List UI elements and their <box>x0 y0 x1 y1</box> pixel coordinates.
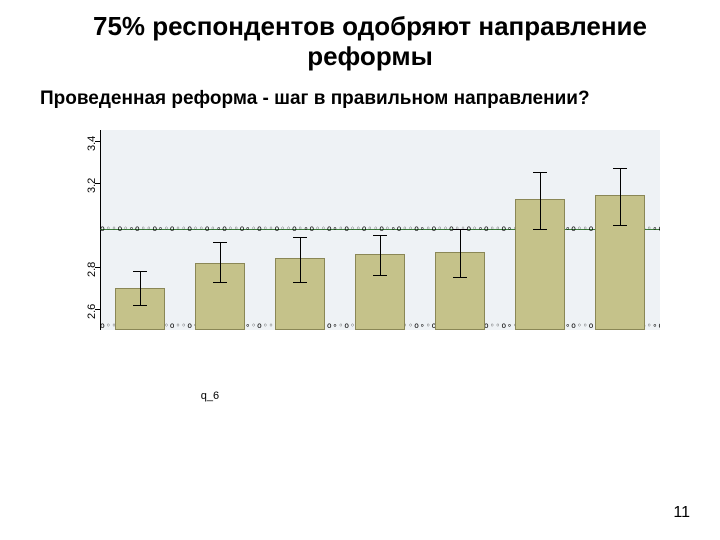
errorbar-cap <box>373 275 387 276</box>
slide: 75% респондентов одобряют направление ре… <box>0 0 720 540</box>
errorbar-cap <box>213 242 227 243</box>
errorbar-stem <box>380 235 381 275</box>
errorbar-stem <box>540 172 541 229</box>
errorbar-stem <box>460 229 461 277</box>
slide-title: 75% респондентов одобряют направление ре… <box>60 12 680 72</box>
errorbar-cap <box>533 229 547 230</box>
y-tick-label: 2.8 <box>86 262 98 277</box>
y-tick-label: 3.4 <box>86 135 98 150</box>
chart-panel: 2.62.83.23.4o◦◦o◦∘o◦◦o∘◦o◦◦o◦◦o◦∘o◦◦o∘◦o… <box>100 130 660 330</box>
chart-container: 2.6 2.8 3.2 3.4 o◦◦o◦∘o◦◦o∘◦o◦◦o◦◦o◦∘o◦◦o∘◦o… <box>40 120 680 420</box>
errorbar-cap <box>293 282 307 283</box>
errorbar-stem <box>220 242 221 282</box>
errorbar-stem <box>140 271 141 305</box>
errorbar-stem <box>620 168 621 225</box>
errorbar-cap <box>133 271 147 272</box>
errorbar-cap <box>613 168 627 169</box>
errorbar-cap <box>293 237 307 238</box>
slide-subtitle: Проведенная реформа - шаг в правильном н… <box>40 88 680 110</box>
y-tick-label: 2.6 <box>86 304 98 319</box>
errorbar-stem <box>300 237 301 281</box>
y-tick-label: 3.2 <box>86 177 98 192</box>
errorbar-cap <box>373 235 387 236</box>
errorbar-cap <box>453 277 467 278</box>
errorbar-cap <box>213 282 227 283</box>
errorbar-cap <box>453 229 467 230</box>
errorbar-cap <box>533 172 547 173</box>
scatter-dots-row: o◦◦o◦∘o◦◦o∘◦o◦◦o◦◦o◦∘o◦◦o∘◦o◦◦o◦◦o◦∘o◦◦o… <box>100 224 660 233</box>
errorbar-cap <box>133 305 147 306</box>
x-axis-label: q_6 <box>201 390 219 402</box>
page-number: 11 <box>673 504 690 522</box>
errorbar-cap <box>613 225 627 226</box>
